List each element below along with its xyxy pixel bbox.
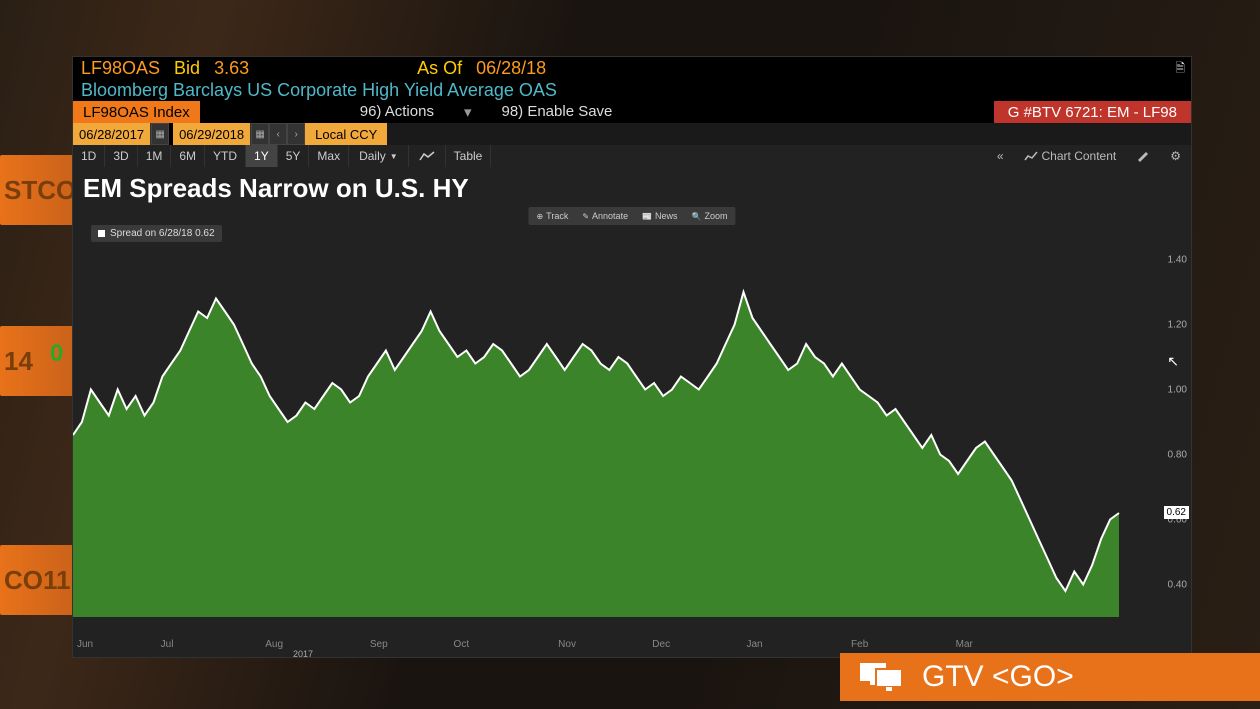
table-view-button[interactable]: Table	[446, 145, 492, 167]
x-tick-label: Nov	[558, 639, 576, 650]
chart-area: EM Spreads Narrow on U.S. HY ⊕Track✎Anno…	[73, 167, 1191, 637]
background-ticker-bar: CO11	[0, 545, 80, 615]
chart-content-button[interactable]: Chart Content	[1014, 145, 1127, 167]
y-tick-label: 1.20	[1168, 319, 1187, 330]
range-button-5y[interactable]: 5Y	[278, 145, 310, 167]
background-bars: STCO 14 CO11	[0, 0, 80, 709]
area-chart[interactable]	[73, 227, 1155, 617]
bid-value: 3.63	[214, 58, 249, 79]
security-description: Bloomberg Barclays US Corporate High Yie…	[73, 79, 1191, 101]
x-tick-label: Mar	[956, 639, 973, 650]
collapse-icon[interactable]: «	[987, 145, 1014, 167]
last-value-tag: 0.62	[1164, 506, 1189, 519]
bloomberg-terminal: 🗎 LF98OAS Bid 3.63 As Of 06/28/18 Bloomb…	[72, 56, 1192, 658]
chart-mini-toolbar: ⊕Track✎Annotate📰News🔍Zoom	[528, 207, 735, 225]
x-tick-label: Aug	[265, 639, 283, 650]
y-tick-label: 0.40	[1168, 579, 1187, 590]
x-tick-label: Jan	[746, 639, 762, 650]
calendar-icon[interactable]: ▦	[151, 123, 169, 145]
chart-toolbar: 1D3D1M6MYTD1Y5YMaxDaily ▼ Table « Chart Co…	[73, 145, 1191, 167]
as-of-date: 06/28/18	[476, 58, 546, 79]
page-reference: G #BTV 6721: EM - LF98	[994, 101, 1191, 123]
y-tick-label: 1.00	[1168, 384, 1187, 395]
mini-tool-track[interactable]: ⊕Track	[530, 209, 574, 223]
date-range-bar: 06/28/2017 ▦ 06/29/2018 ▦ ‹ › Local CCY	[73, 123, 1191, 145]
range-button-6m[interactable]: 6M	[171, 145, 205, 167]
y-tick-label: 1.40	[1168, 254, 1187, 265]
range-button-ytd[interactable]: YTD	[205, 145, 246, 167]
chart-type-icon[interactable]	[409, 145, 446, 167]
y-tick-label: 0.80	[1168, 449, 1187, 460]
x-tick-label: Jun	[77, 639, 93, 650]
field-label: Bid	[174, 58, 200, 79]
prev-button[interactable]: ‹	[269, 123, 287, 145]
enable-save[interactable]: 98) Enable Save	[501, 103, 612, 121]
next-button[interactable]: ›	[287, 123, 305, 145]
background-digit: 0	[50, 340, 63, 368]
x-tick-label: Jul	[161, 639, 174, 650]
date-to-input[interactable]: 06/29/2018	[173, 123, 251, 145]
footer-text: GTV <GO>	[922, 660, 1074, 694]
range-button-1d[interactable]: 1D	[73, 145, 105, 167]
x-tick-label: Oct	[454, 639, 470, 650]
calendar-icon[interactable]: ▦	[251, 123, 269, 145]
currency-select[interactable]: Local CCY	[305, 123, 387, 145]
mini-tool-zoom[interactable]: 🔍Zoom	[686, 209, 734, 223]
cursor-icon: ↖	[1167, 353, 1179, 370]
security-header: LF98OAS Bid 3.63 As Of 06/28/18	[73, 57, 1191, 79]
actions-menu[interactable]: 96) Actions	[360, 103, 434, 121]
x-tick-label: Sep	[370, 639, 388, 650]
x-tick-label: Dec	[652, 639, 670, 650]
mini-tool-news[interactable]: 📰News	[636, 209, 683, 223]
gear-icon[interactable]: ⚙	[1160, 145, 1191, 167]
background-ticker-bar: 14	[0, 326, 80, 396]
monitor-icon	[860, 661, 904, 693]
ticker: LF98OAS	[81, 58, 160, 79]
gtv-footer: GTV <GO>	[840, 653, 1260, 701]
range-button-3d[interactable]: 3D	[105, 145, 137, 167]
y-axis: 0.400.600.801.001.201.400.62	[1157, 227, 1189, 617]
x-tick-label: Feb	[851, 639, 868, 650]
edit-icon[interactable]	[1126, 145, 1160, 167]
instrument-label[interactable]: LF98OAS Index	[73, 101, 200, 123]
instrument-bar: LF98OAS Index 96) Actions ▾ 98) Enable S…	[73, 101, 1191, 123]
chart-title: EM Spreads Narrow on U.S. HY	[83, 173, 469, 204]
frequency-select[interactable]: Daily ▼	[349, 145, 409, 167]
range-button-max[interactable]: Max	[309, 145, 349, 167]
as-of-label: As Of	[417, 58, 462, 79]
mini-tool-annotate[interactable]: ✎Annotate	[576, 209, 634, 223]
date-from-input[interactable]: 06/28/2017	[73, 123, 151, 145]
year-label: 2017	[293, 649, 313, 659]
background-ticker-bar: STCO	[0, 155, 80, 225]
range-button-1m[interactable]: 1M	[138, 145, 172, 167]
document-icon[interactable]: 🗎	[1175, 59, 1185, 80]
range-button-1y[interactable]: 1Y	[246, 145, 278, 167]
